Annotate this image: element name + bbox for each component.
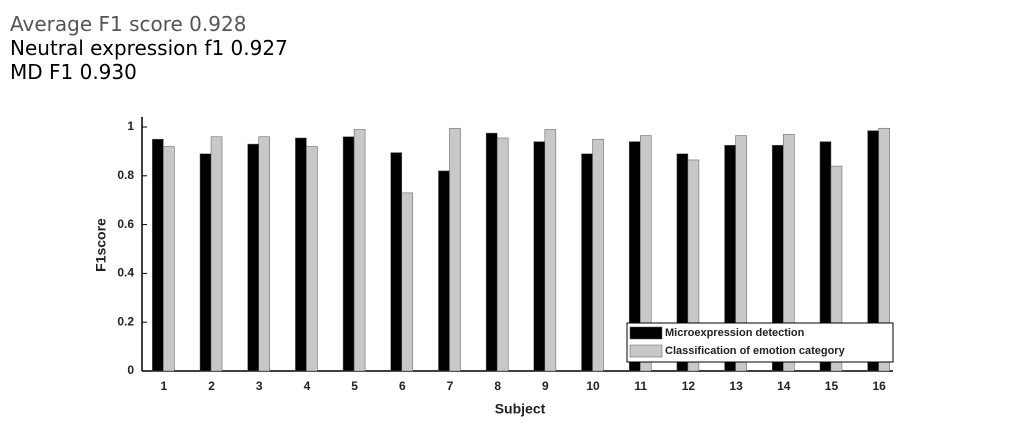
bar (687, 159, 700, 372)
x-tick-label: 13 (729, 379, 743, 393)
bar (830, 165, 843, 372)
legend-swatch (629, 344, 663, 358)
bar (438, 170, 450, 372)
y-tick-label: 0.8 (117, 168, 134, 182)
bar (353, 129, 366, 372)
x-tick-label: 11 (634, 379, 647, 393)
x-tick-label: 10 (586, 379, 600, 393)
bar (258, 136, 270, 372)
bar (639, 135, 652, 372)
bar (485, 132, 498, 372)
annotation: Average F1 score 0.928 (10, 12, 247, 36)
bar (533, 141, 546, 372)
x-tick-label: 5 (351, 379, 358, 393)
x-tick-label: 14 (777, 379, 791, 393)
bar (247, 143, 259, 372)
bar (390, 152, 403, 372)
bar (199, 153, 212, 372)
y-tick-label: 0.6 (117, 217, 134, 231)
bar (401, 192, 414, 372)
x-tick-label: 6 (399, 379, 406, 393)
bar (735, 135, 747, 372)
x-tick-label: 7 (447, 379, 454, 393)
x-tick-label: 9 (542, 379, 549, 393)
bar (163, 146, 175, 372)
bar (152, 138, 164, 372)
legend-label: Microexpression detection (665, 327, 805, 339)
x-tick-label: 16 (872, 379, 886, 393)
bar (544, 129, 557, 372)
y-tick-label: 0.2 (117, 314, 134, 328)
x-tick-label: 3 (256, 379, 263, 393)
x-tick-label: 4 (304, 379, 311, 393)
x-tick-label: 15 (825, 379, 839, 393)
x-tick-label: 2 (208, 379, 215, 393)
annotation: Neutral expression f1 0.927 (10, 36, 288, 60)
legend-box (626, 322, 894, 363)
bar (342, 136, 355, 372)
y-tick-label: 0 (127, 363, 134, 377)
x-tick-label: 12 (682, 379, 696, 393)
y-tick-label: 0.4 (117, 266, 134, 280)
annotation: MD F1 0.930 (10, 60, 137, 84)
bar (210, 136, 223, 372)
legend-label: Classification of emotion category (665, 345, 846, 357)
bar (449, 127, 461, 372)
bar (496, 137, 509, 372)
bar (878, 127, 890, 372)
bar (306, 146, 318, 372)
y-tick-label: 1 (127, 119, 134, 133)
x-tick-label: 8 (494, 379, 501, 393)
bar (783, 134, 795, 372)
bar (295, 137, 307, 372)
y-axis-label: F1score (93, 218, 109, 272)
x-tick-label: 1 (161, 379, 168, 393)
bar (581, 153, 593, 372)
bar (592, 138, 604, 372)
x-axis-label: Subject (495, 401, 546, 417)
legend-swatch (629, 326, 663, 340)
annotations: Average F1 score 0.928 Neutral expressio… (10, 12, 288, 84)
